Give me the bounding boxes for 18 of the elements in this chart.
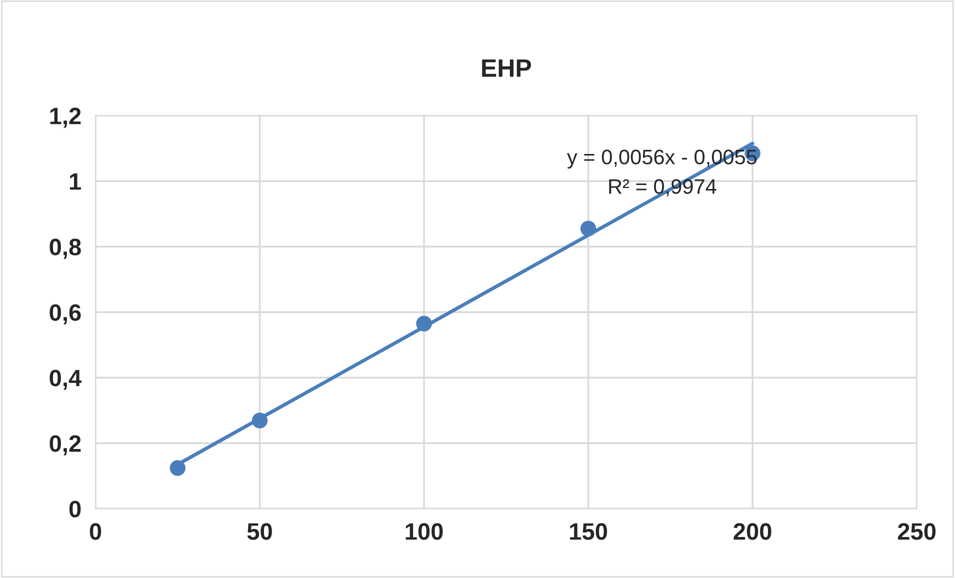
x-tick-label: 0 (90, 523, 102, 540)
x-tick-label: 200 (734, 523, 772, 540)
y-tick-label: 1 (70, 173, 81, 190)
y-tick-label: 0,4 (50, 370, 82, 390)
point (170, 460, 186, 476)
y-tick-label: 0,2 (50, 435, 81, 456)
x-tick-label: 50 (247, 523, 272, 540)
y-tick-label: 0,8 (50, 238, 81, 259)
x-tick-label: 250 (898, 523, 936, 540)
point (416, 316, 432, 332)
y-tick-label: 0 (69, 500, 81, 518)
point (252, 412, 268, 428)
x-tick-label: 150 (570, 523, 608, 540)
point (580, 220, 596, 236)
y-tick-label: 0,6 (50, 304, 81, 324)
x-tick-label: 100 (406, 523, 443, 540)
chart-title: EHP (482, 60, 531, 77)
y-tick-label: 1,2 (50, 108, 81, 128)
